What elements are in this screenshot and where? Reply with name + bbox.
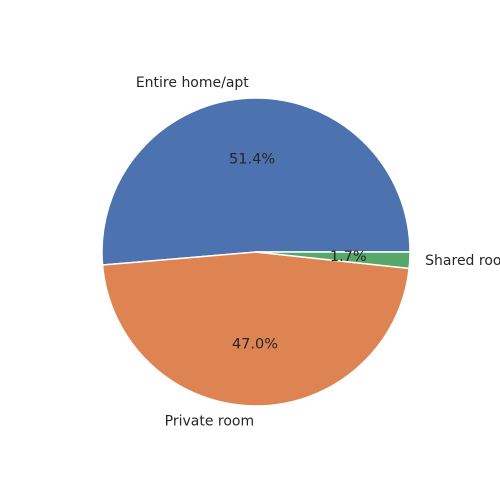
pie-category-label-shared-room: Shared room xyxy=(425,253,500,269)
pie-slice-private-room xyxy=(101,251,410,407)
pie-labels: 51.4% Entire home/apt 47.0% Private room 1.7… xyxy=(136,75,500,430)
pie-pct-label-entire-home-apt: 51.4% xyxy=(229,152,275,168)
pie-category-label-entire-home-apt: Entire home/apt xyxy=(136,75,249,91)
pie-slice-entire-home-apt xyxy=(101,97,411,266)
pie-pct-label-private-room: 47.0% xyxy=(232,336,278,352)
pie-slice-shared-room xyxy=(255,251,411,270)
pie-category-label-private-room: Private room xyxy=(165,413,254,429)
pie-slices xyxy=(101,97,411,407)
pie-pct-label-shared-room: 1.7% xyxy=(330,249,367,265)
